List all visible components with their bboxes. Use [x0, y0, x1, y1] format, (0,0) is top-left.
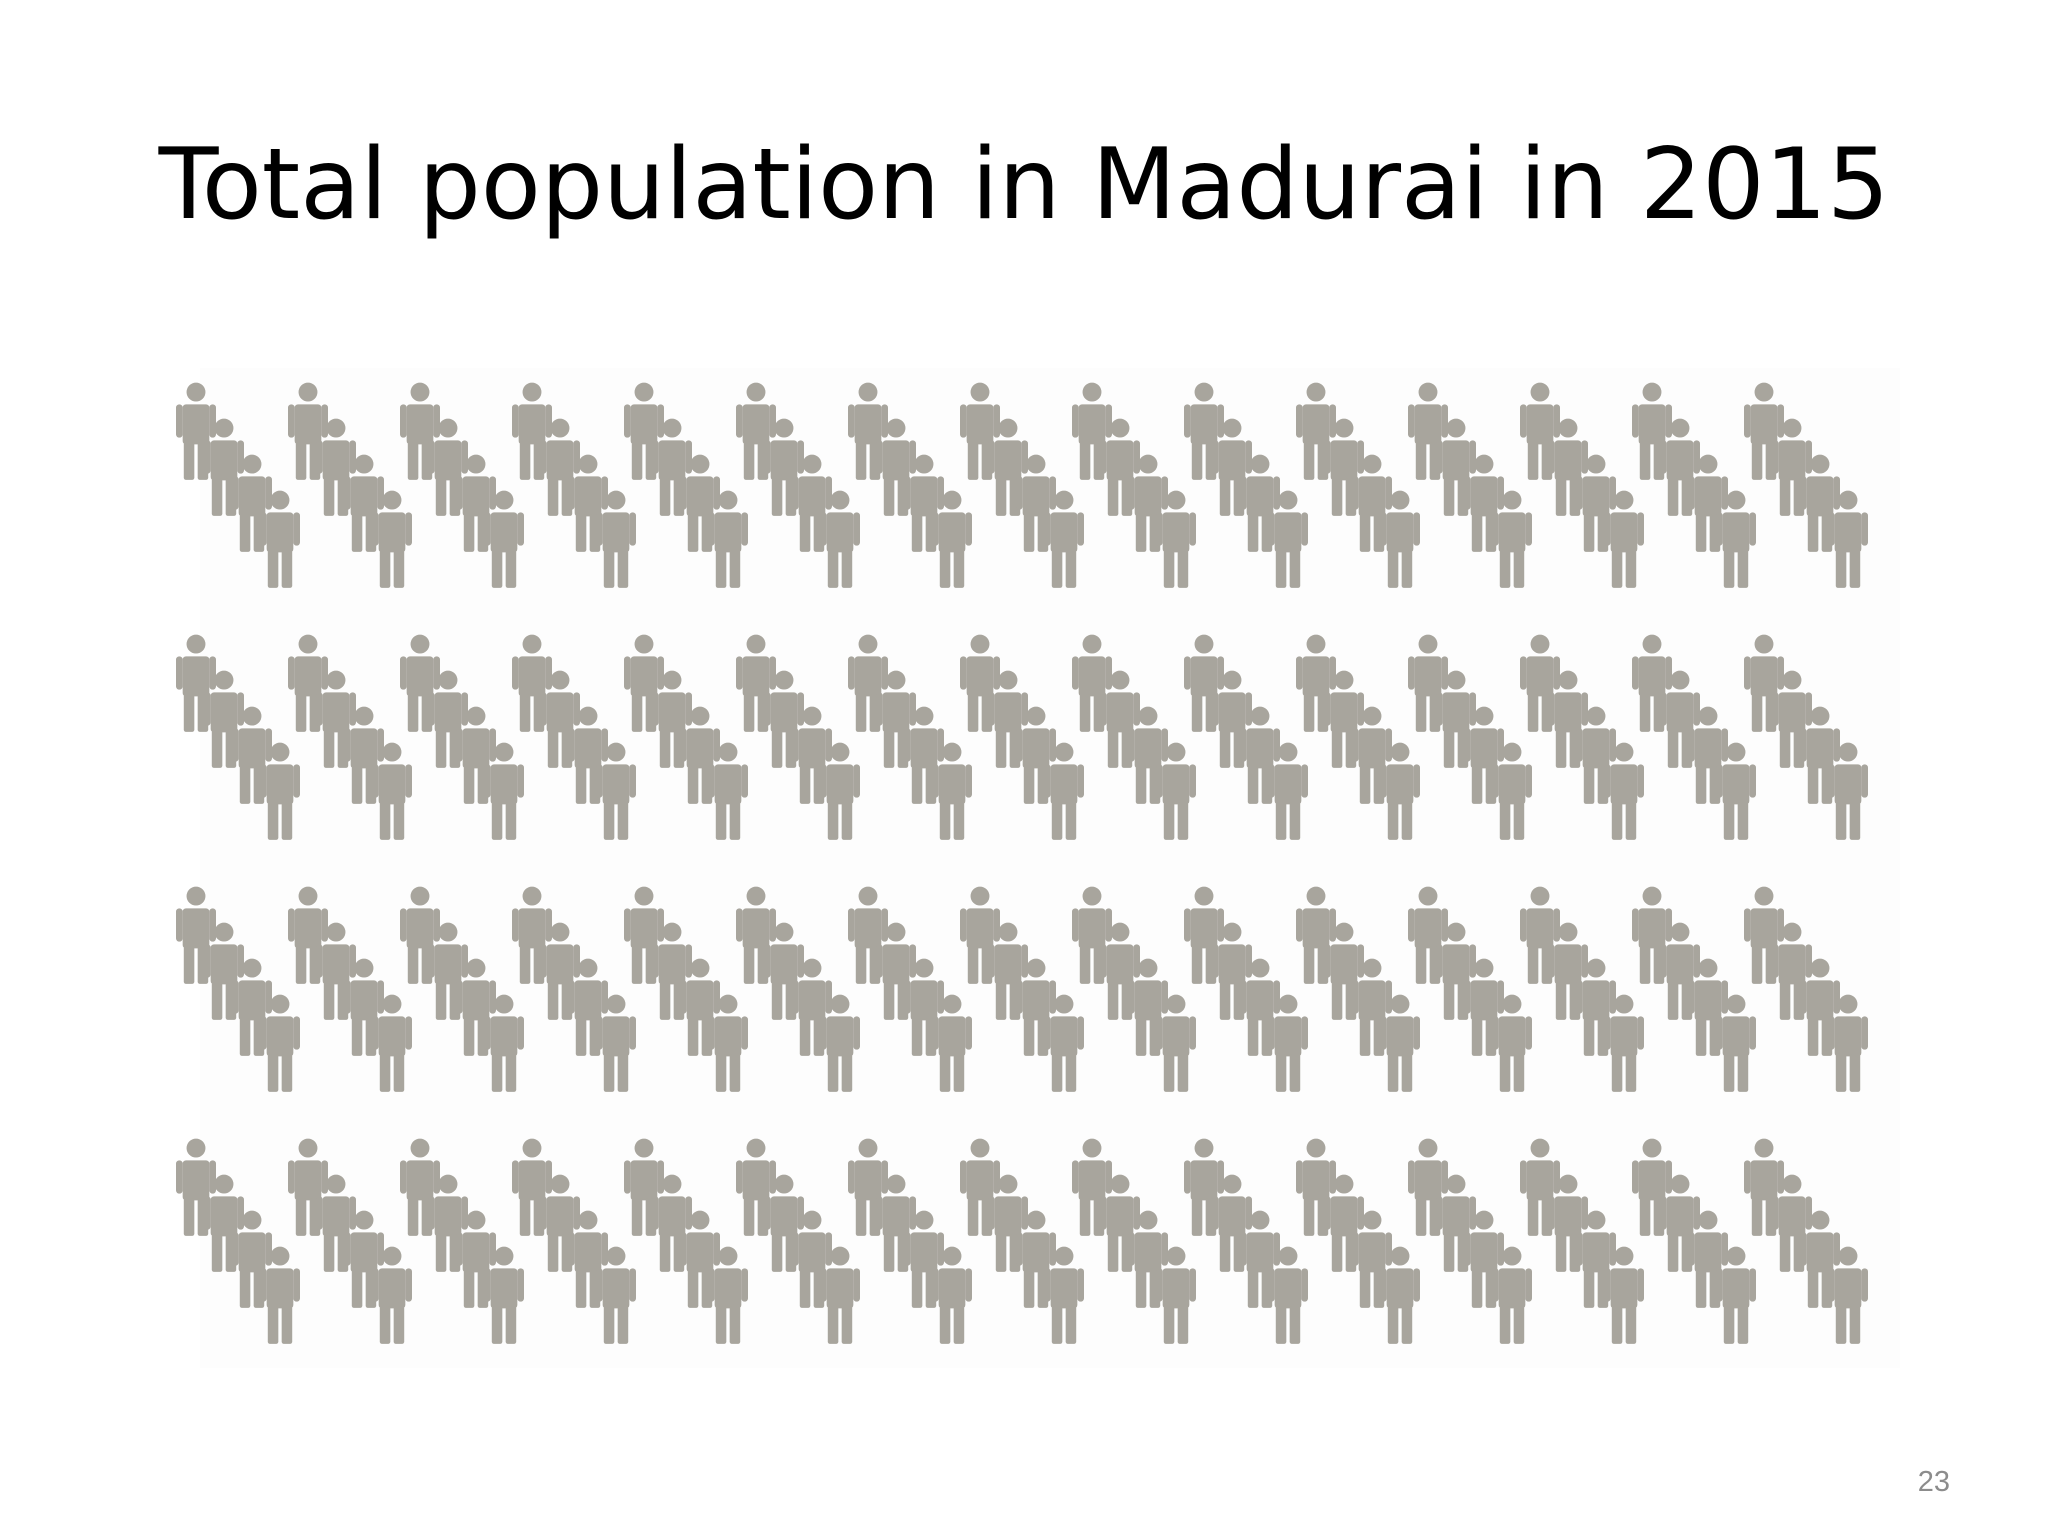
- page-number: 23: [1918, 1466, 1950, 1499]
